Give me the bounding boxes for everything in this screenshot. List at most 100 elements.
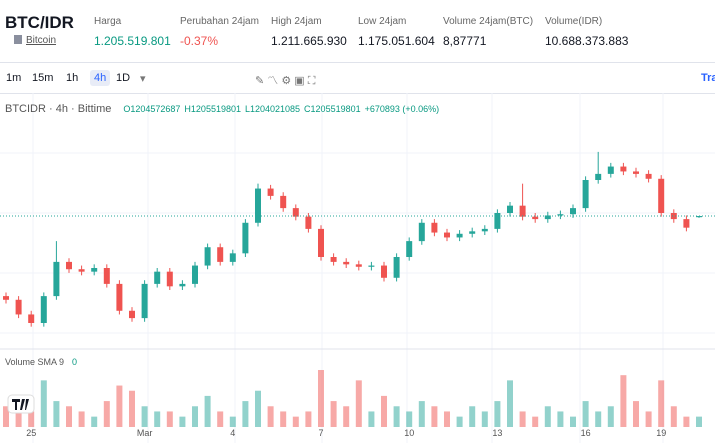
candle-body: [696, 216, 702, 218]
candle-body: [343, 261, 350, 265]
volume-bar: [343, 406, 350, 427]
candle-body: [368, 265, 375, 267]
interval[interactable]: 4h: [90, 70, 111, 86]
x-tick-label: 13: [492, 428, 502, 438]
volume-bar: [544, 406, 551, 427]
candle-body: [3, 296, 9, 300]
volume-bar: [116, 385, 123, 427]
volume-legend: Volume SMA 9 0: [5, 357, 77, 367]
dropdown[interactable]: ▾: [140, 73, 146, 85]
volume-bar: [418, 401, 425, 427]
volume-bar: [658, 380, 665, 427]
header: BTC/IDR Bitcoin Harga 1.205.519.801 Peruba…: [0, 0, 715, 56]
volume-bar: [368, 411, 375, 427]
candle-body: [670, 213, 677, 220]
x-tick-label: 10: [404, 428, 414, 438]
candle-body: [116, 283, 123, 311]
volume-bar: [78, 411, 85, 427]
volume-name: Volume SMA 9: [5, 357, 64, 367]
volume-bar: [532, 416, 539, 427]
x-tick-label: 4: [230, 428, 235, 438]
candle-body: [607, 166, 614, 174]
stat: Perubahan 24jam -0.37%: [180, 16, 259, 48]
candle-body: [633, 171, 639, 174]
candle-body: [658, 178, 665, 213]
candle-body: [683, 219, 690, 228]
candle-body: [418, 222, 425, 242]
volume-bar: [192, 406, 198, 427]
candle-body: [406, 241, 413, 257]
volume-bar: [444, 411, 450, 427]
volume-value: 0: [72, 357, 77, 367]
ohlc-o: O1204572687: [123, 104, 180, 114]
stat-value: -0.37%: [180, 34, 219, 48]
candle-body: [91, 268, 98, 272]
candle-body: [192, 265, 198, 284]
volume-bar: [217, 411, 224, 427]
candle-body: [318, 228, 324, 257]
volume-bar: [204, 395, 211, 427]
volume-bar: [595, 411, 602, 427]
volume-bar: [242, 401, 249, 427]
candle-body: [444, 232, 450, 238]
candle-body: [53, 261, 60, 297]
candle-body: [103, 268, 110, 284]
volume-bar: [507, 380, 513, 427]
candle-body: [595, 173, 602, 180]
tool-icons[interactable]: ✎ 〽 ⚙ ▣ ⛶: [255, 75, 316, 87]
candle-body: [469, 231, 476, 234]
stat-label: Low 24jam: [358, 16, 407, 27]
stat-label: Volume(IDR): [545, 16, 603, 27]
volume-bar: [141, 406, 148, 427]
volume-bar: [91, 416, 98, 427]
trade-button[interactable]: Tra: [701, 72, 715, 84]
stat-value: 1.175.051.604: [358, 34, 435, 48]
volume-bar: [557, 411, 564, 427]
candle-body: [217, 247, 224, 262]
ohlc-h: H1205519801: [184, 104, 241, 114]
candle-body: [154, 271, 161, 284]
coin-link[interactable]: Bitcoin: [14, 35, 56, 46]
volume-bar: [393, 406, 400, 427]
candle-body: [532, 216, 539, 220]
candle-body: [179, 283, 186, 287]
chart: BTCIDR · 4h · Bittime O1204572687 H1205519…: [0, 93, 715, 443]
volume-bar: [481, 411, 488, 427]
interval[interactable]: 1m: [6, 72, 22, 84]
volume-bar: [696, 416, 702, 427]
interval[interactable]: 1D: [116, 72, 131, 84]
candle-body: [78, 269, 85, 272]
pair: BTC/IDR: [5, 13, 74, 32]
candle-body: [330, 257, 337, 262]
volume-bar: [633, 401, 639, 427]
legend: BTCIDR · 4h · Bittime O1204572687 H1205519…: [5, 103, 439, 115]
candle-body: [544, 215, 551, 220]
candle-body: [28, 314, 35, 323]
candle-body: [381, 265, 387, 278]
candle-body: [280, 195, 287, 209]
stat-label: Volume 24jam(BTC): [443, 16, 534, 27]
tv-logo: [12, 399, 29, 410]
x-tick-label: 25: [26, 428, 36, 438]
volume-bar: [406, 411, 413, 427]
interval[interactable]: 1h: [66, 72, 79, 84]
stat: High 24jam 1.211.665.930: [271, 16, 347, 48]
candle-body: [507, 205, 513, 213]
volume-bar: [330, 401, 337, 427]
volume-bar: [229, 416, 236, 427]
candle-body: [141, 283, 148, 319]
volume-bar: [129, 390, 135, 427]
candle-body: [481, 228, 488, 232]
interval[interactable]: 15m: [32, 72, 54, 84]
volume-bar: [355, 380, 362, 427]
candle-body: [582, 180, 589, 209]
logo-bg: [7, 394, 35, 414]
volume-bar: [28, 411, 35, 427]
volume-bar: [66, 406, 72, 427]
candle-body: [557, 214, 564, 216]
volume-bar: [494, 401, 501, 427]
volume-bar: [154, 411, 161, 427]
volume-bar: [381, 395, 387, 427]
symbol: BTCIDR · 4h · Bittime: [5, 103, 111, 115]
ohlc-c: C1205519801: [304, 104, 361, 114]
